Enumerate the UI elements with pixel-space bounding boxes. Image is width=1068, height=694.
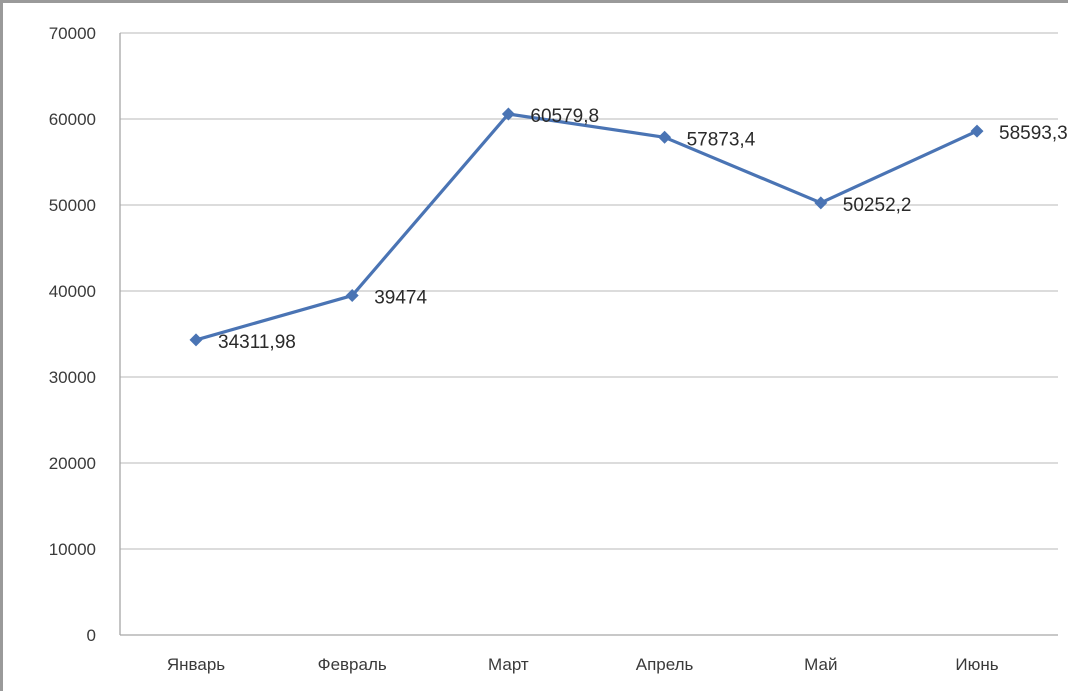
data-label: 58593,3 [999, 123, 1068, 144]
data-point-marker [189, 333, 203, 347]
line-chart: 0 10000 20000 30000 40000 50000 60000 70000 Янв… [49, 24, 1068, 674]
y-tick-label: 0 [87, 626, 96, 645]
x-tick-label: Апрель [636, 655, 694, 674]
data-label: 34311,98 [218, 332, 296, 353]
y-tick-label: 50000 [49, 196, 96, 215]
data-point-marker [970, 124, 984, 138]
x-tick-label: Май [804, 655, 837, 674]
data-point-marker [658, 130, 672, 144]
y-tick-label: 30000 [49, 368, 96, 387]
data-point-marker [345, 289, 359, 303]
y-tick-label: 60000 [49, 110, 96, 129]
data-label: 57873,4 [687, 129, 756, 150]
y-tick-label: 20000 [49, 454, 96, 473]
x-tick-label: Январь [167, 655, 225, 674]
x-tick-label: Март [488, 655, 529, 674]
data-label: 60579,8 [530, 106, 599, 127]
y-axis: 0 10000 20000 30000 40000 50000 60000 70000 [49, 24, 121, 645]
data-label: 39474 [374, 288, 427, 309]
series-line [194, 112, 979, 342]
series [189, 107, 984, 347]
data-point-marker [814, 196, 828, 210]
y-tick-label: 70000 [49, 24, 96, 43]
gridlines [120, 32, 1058, 550]
y-tick-label: 10000 [49, 540, 96, 559]
x-axis: Январь Февраль Март Апрель Май Июнь [120, 634, 1058, 674]
y-tick-label: 40000 [49, 282, 96, 301]
data-label: 50252,2 [843, 195, 912, 216]
data-point-marker [501, 107, 515, 121]
x-tick-label: Июнь [955, 655, 998, 674]
data-labels: 34311,98 39474 60579,8 57873,4 50252,2 58593,… [218, 106, 1068, 353]
x-tick-label: Февраль [318, 655, 387, 674]
